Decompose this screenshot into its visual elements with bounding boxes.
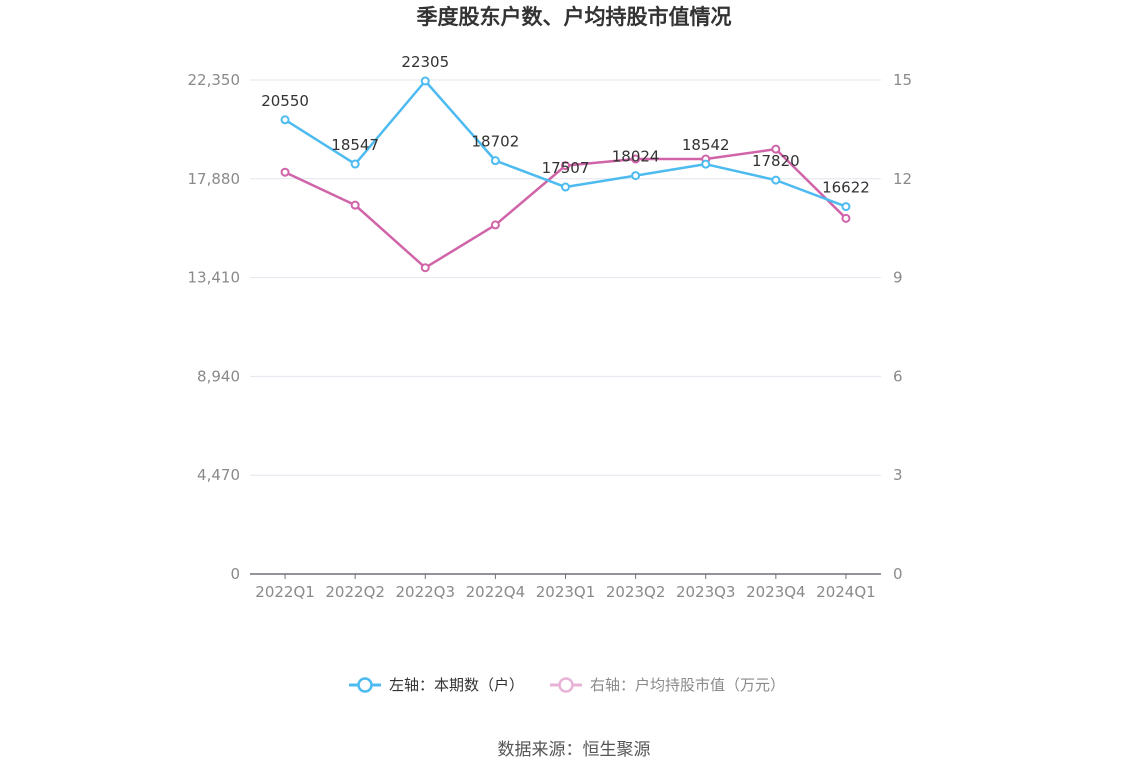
data-point-avg-holding-value xyxy=(631,154,641,164)
data-label: 18542 xyxy=(682,136,730,154)
legend-item-right-series[interactable]: 右轴：户均持股市值（万元） xyxy=(550,676,785,694)
left-tick-label: 13,410 xyxy=(188,269,241,287)
data-label: 22305 xyxy=(401,53,449,71)
data-point-shareholders xyxy=(420,76,430,86)
left-tick-label: 4,470 xyxy=(197,466,240,484)
legend-marker-right-series xyxy=(558,677,574,693)
x-tick-label: 2023Q4 xyxy=(746,583,806,601)
series xyxy=(280,76,851,273)
data-point-shareholders xyxy=(350,159,360,169)
left-axis-ticks: 0 4,470 8,940 13,410 17,880 22,350 xyxy=(188,71,241,583)
data-label: 16622 xyxy=(822,179,870,197)
legend-label-left-series: 左轴：本期数（户） xyxy=(389,676,524,694)
legend-item-left-series[interactable]: 左轴：本期数（户） xyxy=(349,676,524,694)
right-tick-label: 12 xyxy=(893,170,912,188)
data-point-shareholders xyxy=(701,159,711,169)
x-tick-label: 2024Q1 xyxy=(816,583,876,601)
x-tick-label: 2022Q1 xyxy=(255,583,315,601)
chart-title: 季度股东户数、户均持股市值情况 xyxy=(417,5,732,29)
data-point-avg-holding-value xyxy=(561,161,570,171)
right-axis-ticks: 0 3 6 9 12 15 xyxy=(893,71,912,583)
x-tick-label: 2022Q2 xyxy=(325,583,385,601)
legend[interactable]: 左轴：本期数（户） 右轴：户均持股市值（万元） xyxy=(349,676,785,694)
x-tick-label: 2022Q4 xyxy=(466,583,526,601)
data-label: 18547 xyxy=(331,136,379,154)
data-point-avg-holding-value xyxy=(280,167,290,177)
right-tick-label: 6 xyxy=(893,367,903,385)
data-label: 17820 xyxy=(752,152,800,170)
left-tick-label: 17,880 xyxy=(188,170,241,188)
legend-label-right-series: 右轴：户均持股市值（万元） xyxy=(590,676,785,694)
data-point-shareholders xyxy=(490,156,500,166)
data-point-avg-holding-value xyxy=(490,220,500,230)
data-label: 18024 xyxy=(612,148,660,166)
data-point-avg-holding-value xyxy=(771,144,781,154)
x-tick-label: 2022Q3 xyxy=(396,583,456,601)
data-point-shareholders xyxy=(841,202,851,212)
x-tick-label: 2023Q1 xyxy=(536,583,596,601)
right-tick-label: 15 xyxy=(893,71,912,89)
x-axis-ticks: 2022Q1 2022Q2 2022Q3 2022Q4 2023Q1 2023Q2 2023… xyxy=(255,583,875,601)
axes xyxy=(250,573,881,579)
data-point-shareholders xyxy=(631,171,641,181)
data-point-shareholders xyxy=(561,182,570,192)
data-labels: 20550 18547 22305 18702 17507 18024 18542 17820… xyxy=(261,53,870,197)
source-note: 数据来源：恒生聚源 xyxy=(498,740,651,760)
right-tick-label: 0 xyxy=(893,565,903,583)
data-label: 18702 xyxy=(472,133,520,151)
left-tick-label: 0 xyxy=(230,565,240,583)
x-tick-label: 2023Q3 xyxy=(676,583,736,601)
left-tick-label: 22,350 xyxy=(188,71,241,89)
data-label: 17507 xyxy=(542,159,590,177)
right-tick-label: 3 xyxy=(893,466,903,484)
x-tick-label: 2023Q2 xyxy=(606,583,666,601)
data-label: 20550 xyxy=(261,92,309,110)
data-point-avg-holding-value xyxy=(841,213,851,223)
right-tick-label: 9 xyxy=(893,269,903,287)
left-tick-label: 8,940 xyxy=(197,367,240,385)
data-point-avg-holding-value xyxy=(350,200,360,210)
data-point-shareholders xyxy=(280,115,290,125)
data-point-shareholders xyxy=(771,175,781,185)
data-point-avg-holding-value xyxy=(420,263,430,273)
legend-marker-left-series xyxy=(357,677,373,693)
